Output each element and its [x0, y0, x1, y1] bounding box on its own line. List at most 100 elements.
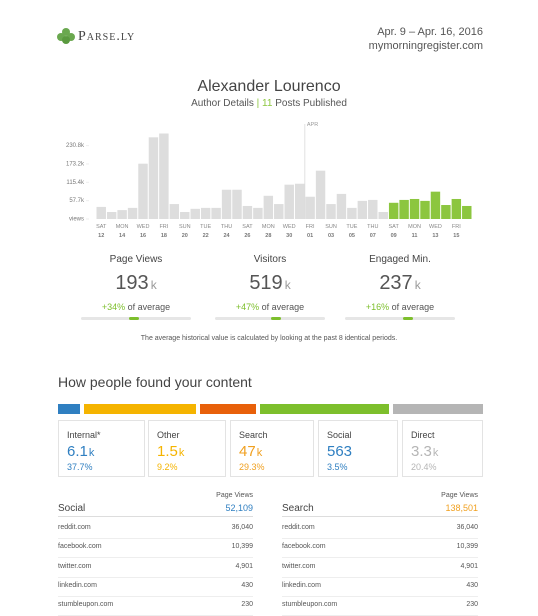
bar	[263, 195, 274, 219]
chart: views 57.7k 115.4k 173.2k 230.8k SAT 12 MON 14 WE…	[66, 122, 472, 239]
x-tick-weekday: FRI	[159, 224, 168, 230]
x-tick-weekday: MON	[116, 224, 129, 230]
card-unit: k	[432, 447, 439, 459]
stat-label: Engaged Min.	[369, 254, 431, 265]
row-rule	[282, 538, 478, 539]
card-percent: 20.4%	[411, 462, 437, 472]
progress-track	[215, 317, 325, 320]
progress-track	[345, 317, 455, 320]
x-tick-day: 14	[119, 233, 126, 239]
x-tick-day: 30	[286, 233, 292, 239]
card-value: 3.3k	[411, 443, 438, 460]
post-count: 11	[262, 98, 273, 109]
row-rule	[282, 595, 478, 597]
row-value: 36,040	[231, 524, 253, 531]
stat-value: 237 k	[340, 272, 460, 295]
x-tick-day: 11	[412, 233, 418, 239]
row-rule	[58, 557, 253, 559]
x-tick-weekday: SAT	[96, 224, 107, 230]
progress-marker	[403, 317, 413, 320]
row-rule	[282, 557, 478, 559]
column-header: Page Views	[216, 492, 253, 499]
change-value: +16%	[365, 302, 390, 312]
bar	[200, 207, 211, 219]
x-tick-day: 28	[265, 233, 271, 239]
card-percent: 37.7%	[67, 462, 93, 472]
bar	[180, 212, 190, 219]
bar	[378, 212, 388, 219]
row-domain: facebook.com	[58, 543, 102, 551]
x-tick-weekday: FRI	[306, 224, 315, 230]
row-value: 4,901	[460, 562, 478, 570]
share-segment	[260, 404, 389, 414]
stat-change: +16% of average	[340, 302, 460, 312]
bar	[232, 189, 242, 219]
row-value: 430	[241, 581, 253, 589]
source-card: Search 47k 29.3%	[230, 420, 314, 477]
change-suffix: of average	[127, 302, 171, 312]
y-tick-label: 230.8k	[66, 143, 85, 149]
bar	[190, 208, 200, 219]
bar	[388, 202, 399, 219]
table-total: 52,109	[225, 503, 253, 513]
card-number: 563	[327, 443, 353, 460]
y-tick-label: 115.4k	[66, 180, 85, 186]
progress-marker	[129, 317, 139, 320]
bar	[347, 207, 357, 219]
author-name: Alexander Lourenco	[197, 78, 341, 95]
table-title: Social	[58, 503, 86, 514]
bar	[211, 207, 221, 219]
bar	[96, 206, 106, 219]
bar	[399, 199, 409, 219]
card-value: 563	[327, 443, 352, 460]
change-suffix: of average	[391, 302, 435, 312]
y-tick-label: 57.7k	[69, 198, 85, 204]
bar	[409, 198, 420, 219]
card-number: 47	[239, 443, 256, 460]
bar	[169, 204, 180, 219]
share-segment	[393, 404, 483, 414]
x-tick-weekday: SAT	[389, 224, 400, 230]
change-value: +47%	[235, 302, 260, 312]
x-tick-weekday: FRI	[452, 224, 461, 230]
x-tick-weekday: MON	[262, 224, 275, 230]
table-rule	[282, 516, 478, 517]
stat-unit: k	[150, 278, 157, 292]
bar	[326, 204, 336, 219]
row-value: 10,399	[231, 543, 253, 551]
row-domain: reddit.com	[282, 524, 315, 531]
row-domain: facebook.com	[282, 543, 326, 551]
x-tick-day: 01	[307, 233, 313, 239]
bar	[420, 200, 430, 219]
row-value: 430	[466, 581, 478, 589]
logo-text: Parse.ly	[78, 29, 136, 44]
x-tick-weekday: SAT	[242, 224, 253, 230]
bar	[357, 200, 368, 219]
section-title: How people found your content	[58, 374, 252, 390]
card-percent: 3.5%	[327, 462, 348, 472]
x-tick-weekday: WED	[429, 224, 442, 230]
source-card: Direct 3.3k 20.4%	[402, 420, 483, 477]
bar	[138, 163, 148, 219]
row-domain: twitter.com	[282, 562, 316, 570]
x-tick-day: 16	[140, 233, 146, 239]
card-label: Internal*	[67, 430, 101, 440]
change-suffix: of average	[261, 302, 305, 312]
card-label: Direct	[411, 430, 435, 440]
stat-label: Page Views	[109, 254, 163, 265]
x-tick-day: 26	[244, 233, 250, 239]
stat-unit: k	[284, 278, 291, 292]
column-header: Page Views	[441, 492, 478, 499]
bar	[106, 212, 117, 219]
x-tick-weekday: TUE	[346, 224, 357, 230]
bar	[253, 207, 263, 219]
card-unit: k	[256, 447, 263, 459]
card-value: 47k	[239, 443, 262, 460]
stat-number: 519	[249, 272, 283, 294]
x-tick-day: 18	[161, 233, 167, 239]
x-tick-weekday: TUE	[200, 224, 211, 230]
row-rule	[58, 538, 253, 539]
progress-marker	[271, 317, 281, 320]
date-range: Apr. 9 – Apr. 16, 2016	[377, 26, 483, 38]
row-domain: reddit.com	[58, 524, 91, 531]
